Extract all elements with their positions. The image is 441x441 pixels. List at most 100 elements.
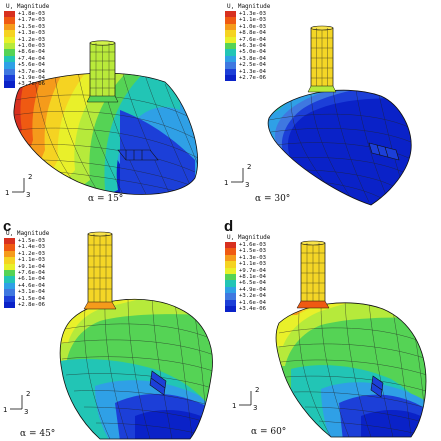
legend-value: +7.6e-04 [18,269,45,276]
body-outline [59,298,213,440]
legend-swatch [225,36,236,43]
legend-swatch [4,263,15,270]
panel-d: d U, Magnitude +1.6e-03 +1.5e-03 +1.3e-03 +… [221,218,441,441]
legend-title: U, Magnitude [227,3,271,10]
body-outline [267,89,412,206]
legend-value: +1.1e-03 [18,257,45,264]
contour-legend: +1.3e-03 +1.1e-03 +1.0e-03 +8.8e-04 +7.6e-04… [225,11,266,82]
legend-row: +1.9e-04 [4,74,45,82]
legend-row: +4.9e-04 [225,286,266,294]
legend-row: +6.3e-04 [225,42,266,50]
legend-swatch [225,267,236,274]
legend-row: +1.1e-03 [225,261,266,268]
legend-row: +1.5e-03 [4,238,45,245]
legend-row: +9.7e-04 [225,267,266,274]
legend-title: U, Magnitude [227,234,271,241]
axis-1-label: 1 [5,189,9,197]
legend-value: +1.5e-04 [18,295,45,302]
legend-swatch [4,68,15,75]
legend-row: +7.6e-04 [225,36,266,43]
legend-swatch [225,280,236,287]
legend-value: +4.6e-04 [18,282,45,289]
legend-row: +6.5e-04 [225,280,266,287]
mesh-lines [268,90,412,203]
legend-row: +2.8e-06 [4,301,45,309]
legend-row: +1.0e-03 [225,23,266,31]
panel-a: U, Magnitude +1.8e-03 +1.7e-03 +1.5e-03 +1.… [0,0,220,220]
legend-row: +2.7e-06 [225,74,266,82]
legend-value: +7.4e-04 [18,55,45,62]
cylinder-post [83,231,117,310]
legend-swatch [4,62,15,69]
legend-row: +1.5e-04 [4,295,45,302]
legend-value: +1.7e-03 [18,17,45,24]
panel-c: c U, Magnitude +1.5e-03 +1.4e-03 +1.2e-03 +… [0,218,220,441]
legend-swatch [225,68,236,75]
axis-2-label: 2 [247,163,251,171]
legend-row: +8.6e-04 [4,49,45,56]
legend-value: +1.2e-03 [18,250,45,257]
legend-swatch [225,17,236,24]
axis-triad: 2 1 3 [3,390,30,416]
axis-triad: 2 1 3 [232,386,259,412]
legend-value: +8.8e-04 [239,30,266,37]
legend-row: +1.2e-03 [4,36,45,43]
legend-value: +1.3e-04 [239,68,266,75]
legend-title: U, Magnitude [6,230,50,237]
legend-row: +3.8e-04 [225,55,266,63]
legend-swatch [225,23,236,31]
legend-row: +1.7e-03 [4,17,45,24]
legend-row: +1.5e-03 [225,248,266,255]
legend-row: +1.3e-04 [225,68,266,75]
legend-row: +1.1e-03 [4,257,45,264]
legend-value: +1.3e-03 [239,11,266,17]
legend-row: +3.4e-06 [225,305,266,313]
legend-value: +3.7e-06 [18,81,45,88]
legend-value: +1.0e-03 [18,42,45,49]
legend-value: +4.9e-04 [239,286,266,293]
legend-row: +3.1e-04 [4,289,45,296]
legend-swatch [4,36,15,43]
contour-body [268,90,412,205]
legend-swatch [225,299,236,306]
legend-swatch [4,81,15,88]
legend-swatch [225,273,236,281]
legend-swatch [225,49,236,56]
legend-value: +2.8e-06 [18,301,45,308]
angle-label: α = 30° [255,194,291,204]
legend-swatch [225,293,236,300]
legend-value: +1.5e-03 [18,238,45,244]
legend-value: +9.1e-04 [18,263,45,270]
axis-1-label: 1 [224,179,228,187]
legend-value: +3.7e-04 [18,68,45,75]
contour-legend: +1.5e-03 +1.4e-03 +1.2e-03 +1.1e-03 +9.1e-04… [4,238,45,309]
axis-3-label: 3 [253,404,257,412]
legend-value: +6.5e-04 [239,280,266,287]
legend-swatch [225,74,236,82]
legend-row: +8.1e-04 [225,273,266,281]
legend-swatch [4,289,15,296]
legend-row: +4.6e-04 [4,282,45,290]
fea-model-d [275,240,427,438]
legend-swatch [4,238,15,245]
contour-legend: +1.6e-03 +1.5e-03 +1.3e-03 +1.1e-03 +9.7e-04… [225,242,266,313]
legend-value: +1.6e-04 [239,299,266,306]
legend-swatch [4,282,15,290]
body-outline [275,302,427,438]
panel-letter: c [3,218,12,235]
legend-row: +9.1e-04 [4,263,45,270]
legend-swatch [4,17,15,24]
legend-row: +7.6e-04 [4,269,45,277]
axis-3-label: 3 [245,181,249,189]
axis-1-label: 1 [3,406,7,414]
contour-legend: +1.8e-03 +1.7e-03 +1.5e-03 +1.3e-03 +1.2e-03… [4,11,45,88]
panel-b: U, Magnitude +1.3e-03 +1.1e-03 +1.0e-03 +8.… [221,0,441,220]
legend-value: +3.2e-04 [239,293,266,300]
legend-value: +1.3e-03 [18,30,45,37]
cylinder-post [296,240,330,309]
legend-row: +1.3e-03 [225,254,266,262]
legend-swatch [225,261,236,268]
legend-row: +8.8e-04 [225,30,266,37]
legend-value: +9.7e-04 [239,267,266,274]
hole-feature [117,149,159,161]
